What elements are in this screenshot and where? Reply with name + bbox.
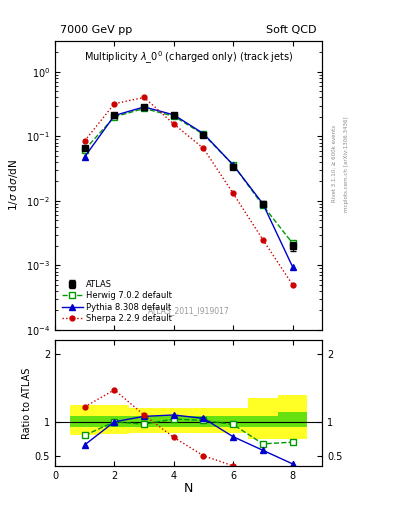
Herwig 7.0.2 default	[142, 105, 147, 112]
Line: Pythia 8.308 default: Pythia 8.308 default	[82, 104, 296, 270]
Sherpa 2.2.9 default	[290, 282, 295, 288]
Text: 7000 GeV pp: 7000 GeV pp	[61, 25, 132, 35]
Herwig 7.0.2 default	[171, 113, 176, 119]
Line: Herwig 7.0.2 default: Herwig 7.0.2 default	[82, 105, 296, 246]
Pythia 8.308 default	[171, 112, 176, 118]
Y-axis label: 1/$\sigma$ d$\sigma$/dN: 1/$\sigma$ d$\sigma$/dN	[7, 159, 20, 211]
Pythia 8.308 default	[201, 131, 206, 137]
Pythia 8.308 default	[83, 154, 87, 160]
Y-axis label: Ratio to ATLAS: Ratio to ATLAS	[22, 368, 32, 439]
Text: Rivet 3.1.10, ≥ 600k events: Rivet 3.1.10, ≥ 600k events	[332, 125, 337, 202]
Sherpa 2.2.9 default	[83, 138, 87, 144]
Herwig 7.0.2 default	[261, 202, 265, 208]
Sherpa 2.2.9 default	[261, 237, 265, 243]
Pythia 8.308 default	[112, 113, 117, 119]
Sherpa 2.2.9 default	[201, 145, 206, 152]
Herwig 7.0.2 default	[290, 240, 295, 246]
Text: ATLAS_2011_I919017: ATLAS_2011_I919017	[148, 307, 230, 315]
Sherpa 2.2.9 default	[142, 94, 147, 100]
Text: Multiplicity $\lambda\_0^0$ (charged only) (track jets): Multiplicity $\lambda\_0^0$ (charged onl…	[84, 50, 294, 66]
Sherpa 2.2.9 default	[171, 121, 176, 127]
Herwig 7.0.2 default	[201, 131, 206, 137]
Legend: ATLAS, Herwig 7.0.2 default, Pythia 8.308 default, Sherpa 2.2.9 default: ATLAS, Herwig 7.0.2 default, Pythia 8.30…	[59, 278, 174, 326]
Herwig 7.0.2 default	[83, 146, 87, 153]
Text: mcplots.cern.ch [arXiv:1306.3436]: mcplots.cern.ch [arXiv:1306.3436]	[344, 116, 349, 211]
X-axis label: N: N	[184, 482, 193, 495]
Pythia 8.308 default	[290, 264, 295, 270]
Herwig 7.0.2 default	[112, 114, 117, 120]
Line: Sherpa 2.2.9 default: Sherpa 2.2.9 default	[82, 95, 295, 287]
Text: Soft QCD: Soft QCD	[266, 25, 317, 35]
Pythia 8.308 default	[261, 201, 265, 207]
Sherpa 2.2.9 default	[112, 101, 117, 107]
Sherpa 2.2.9 default	[231, 190, 235, 197]
Herwig 7.0.2 default	[231, 162, 235, 168]
Pythia 8.308 default	[142, 104, 147, 110]
Pythia 8.308 default	[231, 162, 235, 168]
